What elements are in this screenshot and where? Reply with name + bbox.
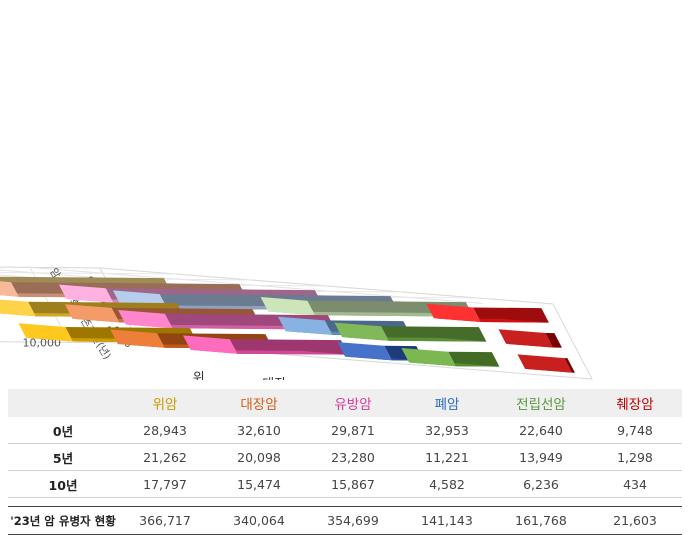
bar-top — [260, 297, 315, 316]
table-cell: 161,768 — [494, 506, 588, 535]
bar — [401, 348, 500, 367]
row-label: 5년 — [8, 443, 118, 471]
total-row-label: '23년 암 유병자 현황 — [8, 506, 118, 535]
bar-top — [59, 284, 114, 303]
table-row: 10년 17,797 15,474 15,867 4,582 6,236 434 — [8, 470, 682, 498]
bar-side — [448, 351, 500, 367]
table-cell: 366,717 — [118, 506, 212, 535]
bar-chart-3d: 010,00020,00030,000암종별 유병자수(명)0510암 진단 후… — [0, 266, 593, 380]
bar-top — [18, 323, 73, 342]
table-cell: 434 — [588, 470, 682, 498]
bar-front — [125, 324, 336, 330]
table-spacer — [8, 498, 682, 507]
header-breast: 유방암 — [306, 389, 400, 417]
bar-top — [334, 322, 389, 341]
table-cell: 22,640 — [494, 417, 588, 444]
bar-top — [64, 304, 120, 323]
bar — [498, 329, 562, 348]
bar-side — [564, 358, 575, 373]
bar-top — [337, 342, 392, 361]
table-header-row: 위암 대장암 유방암 폐암 전립선암 췌장암 — [8, 389, 682, 417]
table-cell: 32,953 — [400, 417, 494, 444]
table-cell: 141,143 — [400, 506, 494, 535]
bar-top — [517, 354, 572, 373]
gridline — [0, 271, 176, 275]
bar-top — [426, 303, 481, 322]
table-cell: 11,221 — [400, 443, 494, 471]
table-cell: 340,064 — [212, 506, 306, 535]
bar — [183, 335, 349, 355]
bar-top — [498, 329, 553, 348]
bar-side — [545, 333, 562, 348]
bar-top — [0, 281, 19, 297]
header-lung: 폐암 — [400, 389, 494, 417]
table-row: 0년 28,943 32,610 29,871 32,953 22,640 9,… — [8, 417, 682, 444]
bar — [517, 354, 575, 373]
table-cell: 13,949 — [494, 443, 588, 471]
row-label: 0년 — [8, 417, 118, 444]
bar-top — [110, 329, 165, 348]
table-cell: 354,699 — [306, 506, 400, 535]
table-row: 5년 21,262 20,098 23,280 11,221 13,949 1,… — [8, 443, 682, 471]
bar-top — [401, 348, 456, 367]
table-cell: 32,610 — [212, 417, 306, 444]
category-label: 위 — [193, 371, 205, 380]
bar — [334, 322, 487, 342]
bar-top — [0, 299, 36, 317]
table-cell: 23,280 — [306, 443, 400, 471]
table-cell: 28,943 — [118, 417, 212, 444]
bar-top — [118, 310, 173, 329]
row-label: 10년 — [8, 470, 118, 498]
prevalence-table: 위암 대장암 유방암 폐암 전립선암 췌장암 0년 28,943 32,610 … — [8, 389, 682, 535]
header-stomach: 위암 — [118, 389, 212, 417]
bar-top — [278, 316, 333, 335]
bar — [426, 303, 549, 323]
table-total-row: '23년 암 유병자 현황 366,717 340,064 354,699 14… — [8, 506, 682, 535]
table-cell: 21,603 — [588, 506, 682, 535]
table-cell: 17,797 — [118, 470, 212, 498]
table-corner — [8, 389, 118, 417]
table-cell: 21,262 — [118, 443, 212, 471]
header-pancreas: 췌장암 — [588, 389, 682, 417]
table-cell: 4,582 — [400, 470, 494, 498]
table-cell: 29,871 — [306, 417, 400, 444]
table-cell: 9,748 — [588, 417, 682, 444]
table-cell: 15,867 — [306, 470, 400, 498]
header-colorectal: 대장암 — [212, 389, 306, 417]
table-cell: 15,474 — [212, 470, 306, 498]
table-cell: 1,298 — [588, 443, 682, 471]
table-cell: 20,098 — [212, 443, 306, 471]
category-label: 대장 — [262, 377, 286, 380]
bar-top — [183, 335, 238, 354]
table-cell: 6,236 — [494, 470, 588, 498]
header-prostate: 전립선암 — [494, 389, 588, 417]
